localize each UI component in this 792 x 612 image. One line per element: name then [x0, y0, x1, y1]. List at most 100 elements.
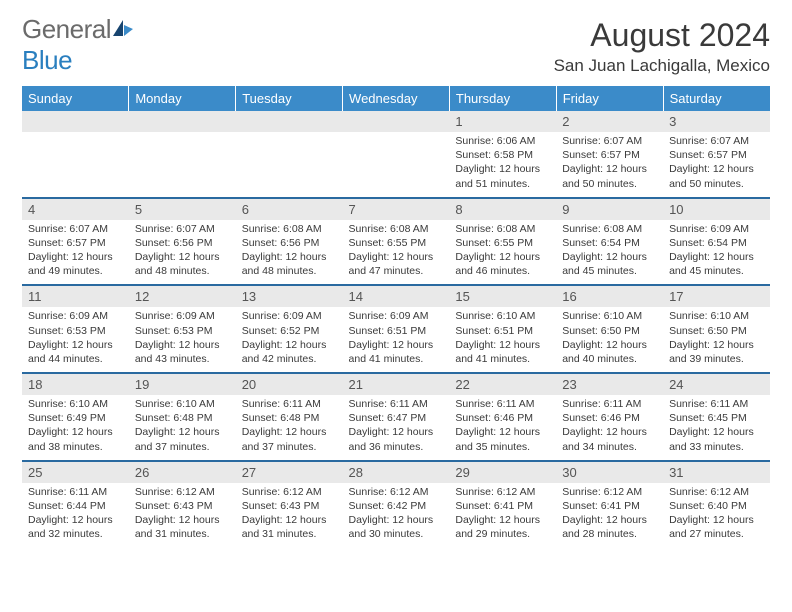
daylight-line: Daylight: 12 hours and 46 minutes. — [455, 251, 540, 277]
sunset-line: Sunset: 6:56 PM — [242, 237, 320, 249]
sunrise-line: Sunrise: 6:11 AM — [242, 398, 321, 410]
sunset-line: Sunset: 6:53 PM — [28, 325, 106, 337]
daylight-line: Daylight: 12 hours and 36 minutes. — [349, 426, 434, 452]
sunset-line: Sunset: 6:41 PM — [562, 500, 640, 512]
day-content-cell — [236, 132, 343, 198]
week-daynum-row: 45678910 — [22, 198, 770, 220]
day-number-cell: 24 — [663, 373, 770, 395]
day-number-cell: 9 — [556, 198, 663, 220]
sunrise-line: Sunrise: 6:08 AM — [562, 223, 642, 235]
daylight-line: Daylight: 12 hours and 27 minutes. — [669, 514, 754, 540]
sunset-line: Sunset: 6:43 PM — [242, 500, 320, 512]
day-content-cell: Sunrise: 6:12 AMSunset: 6:43 PMDaylight:… — [129, 483, 236, 548]
sunrise-line: Sunrise: 6:07 AM — [28, 223, 108, 235]
daylight-line: Daylight: 12 hours and 50 minutes. — [669, 163, 754, 189]
daylight-line: Daylight: 12 hours and 43 minutes. — [135, 339, 220, 365]
day-number-cell — [343, 111, 450, 132]
day-number-cell: 3 — [663, 111, 770, 132]
day-number-cell: 31 — [663, 461, 770, 483]
day-number-cell: 18 — [22, 373, 129, 395]
sunset-line: Sunset: 6:53 PM — [135, 325, 213, 337]
day-number-cell: 28 — [343, 461, 450, 483]
sunset-line: Sunset: 6:55 PM — [455, 237, 533, 249]
daylight-line: Daylight: 12 hours and 33 minutes. — [669, 426, 754, 452]
daylight-line: Daylight: 12 hours and 40 minutes. — [562, 339, 647, 365]
day-content-cell: Sunrise: 6:11 AMSunset: 6:45 PMDaylight:… — [663, 395, 770, 461]
logo-sail-icon — [113, 14, 135, 45]
day-header: Monday — [129, 86, 236, 111]
day-header: Friday — [556, 86, 663, 111]
week-daynum-row: 123 — [22, 111, 770, 132]
sunset-line: Sunset: 6:48 PM — [242, 412, 320, 424]
sunset-line: Sunset: 6:45 PM — [669, 412, 747, 424]
sunrise-line: Sunrise: 6:11 AM — [28, 486, 107, 498]
daylight-line: Daylight: 12 hours and 37 minutes. — [242, 426, 327, 452]
day-content-cell: Sunrise: 6:10 AMSunset: 6:50 PMDaylight:… — [663, 307, 770, 373]
page-header: General Blue August 2024 San Juan Lachig… — [22, 14, 770, 76]
sunrise-line: Sunrise: 6:12 AM — [455, 486, 535, 498]
day-content-cell: Sunrise: 6:07 AMSunset: 6:56 PMDaylight:… — [129, 220, 236, 286]
sunset-line: Sunset: 6:42 PM — [349, 500, 427, 512]
day-content-cell: Sunrise: 6:12 AMSunset: 6:42 PMDaylight:… — [343, 483, 450, 548]
day-number-cell: 13 — [236, 285, 343, 307]
day-number-cell: 6 — [236, 198, 343, 220]
sunrise-line: Sunrise: 6:09 AM — [669, 223, 749, 235]
location: San Juan Lachigalla, Mexico — [554, 56, 770, 76]
daylight-line: Daylight: 12 hours and 31 minutes. — [242, 514, 327, 540]
day-content-cell — [129, 132, 236, 198]
week-daynum-row: 11121314151617 — [22, 285, 770, 307]
title-block: August 2024 San Juan Lachigalla, Mexico — [554, 17, 770, 76]
calendar-header-row: SundayMondayTuesdayWednesdayThursdayFrid… — [22, 86, 770, 111]
day-content-cell: Sunrise: 6:12 AMSunset: 6:41 PMDaylight:… — [449, 483, 556, 548]
daylight-line: Daylight: 12 hours and 30 minutes. — [349, 514, 434, 540]
month-title: August 2024 — [554, 17, 770, 54]
sunrise-line: Sunrise: 6:09 AM — [28, 310, 108, 322]
sunset-line: Sunset: 6:50 PM — [562, 325, 640, 337]
day-content-cell: Sunrise: 6:06 AMSunset: 6:58 PMDaylight:… — [449, 132, 556, 198]
daylight-line: Daylight: 12 hours and 51 minutes. — [455, 163, 540, 189]
sunset-line: Sunset: 6:52 PM — [242, 325, 320, 337]
week-content-row: Sunrise: 6:09 AM Sunset: 6:53 PM Daylight:… — [22, 307, 770, 373]
sunset-line: Sunset: 6:55 PM — [349, 237, 427, 249]
sunset-line: Sunset: 6:51 PM — [455, 325, 533, 337]
day-number-cell: 21 — [343, 373, 450, 395]
sunset-line: Sunset: 6:43 PM — [135, 500, 213, 512]
day-content-cell: Sunrise: 6:10 AMSunset: 6:51 PMDaylight:… — [449, 307, 556, 373]
day-number-cell: 7 — [343, 198, 450, 220]
daylight-line: Daylight: 12 hours and 42 minutes. — [242, 339, 327, 365]
logo: General Blue — [22, 14, 135, 76]
daylight-line: Daylight: 12 hours and 48 minutes. — [242, 251, 327, 277]
sunset-line: Sunset: 6:46 PM — [455, 412, 533, 424]
day-number-cell: 11 — [22, 285, 129, 307]
sunset-line: Sunset: 6:57 PM — [562, 149, 640, 161]
day-content-cell: Sunrise: 6:07 AMSunset: 6:57 PMDaylight:… — [663, 132, 770, 198]
day-number-cell: 19 — [129, 373, 236, 395]
sunrise-line: Sunrise: 6:07 AM — [562, 135, 642, 147]
sunrise-line: Sunrise: 6:10 AM — [28, 398, 108, 410]
daylight-line: Daylight: 12 hours and 48 minutes. — [135, 251, 220, 277]
sunrise-line: Sunrise: 6:09 AM — [349, 310, 429, 322]
sunrise-line: Sunrise: 6:12 AM — [562, 486, 642, 498]
week-content-row: Sunrise: 6:07 AM Sunset: 6:57 PM Daylight:… — [22, 220, 770, 286]
day-number-cell: 25 — [22, 461, 129, 483]
sunset-line: Sunset: 6:57 PM — [28, 237, 106, 249]
day-content-cell: Sunrise: 6:11 AMSunset: 6:47 PMDaylight:… — [343, 395, 450, 461]
sunset-line: Sunset: 6:56 PM — [135, 237, 213, 249]
daylight-line: Daylight: 12 hours and 39 minutes. — [669, 339, 754, 365]
day-content-cell — [22, 132, 129, 198]
sunset-line: Sunset: 6:40 PM — [669, 500, 747, 512]
day-content-cell: Sunrise: 6:08 AMSunset: 6:54 PMDaylight:… — [556, 220, 663, 286]
day-content-cell: Sunrise: 6:07 AMSunset: 6:57 PMDaylight:… — [556, 132, 663, 198]
calendar-page: General Blue August 2024 San Juan Lachig… — [0, 0, 792, 547]
sunrise-line: Sunrise: 6:11 AM — [349, 398, 428, 410]
day-header: Thursday — [449, 86, 556, 111]
day-number-cell: 14 — [343, 285, 450, 307]
day-header: Wednesday — [343, 86, 450, 111]
week-content-row: Sunrise: 6:06 AMSunset: 6:58 PMDaylight:… — [22, 132, 770, 198]
sunset-line: Sunset: 6:51 PM — [349, 325, 427, 337]
day-number-cell — [236, 111, 343, 132]
sunrise-line: Sunrise: 6:08 AM — [349, 223, 429, 235]
day-number-cell: 22 — [449, 373, 556, 395]
sunrise-line: Sunrise: 6:12 AM — [669, 486, 749, 498]
logo-text: General Blue — [22, 14, 135, 76]
